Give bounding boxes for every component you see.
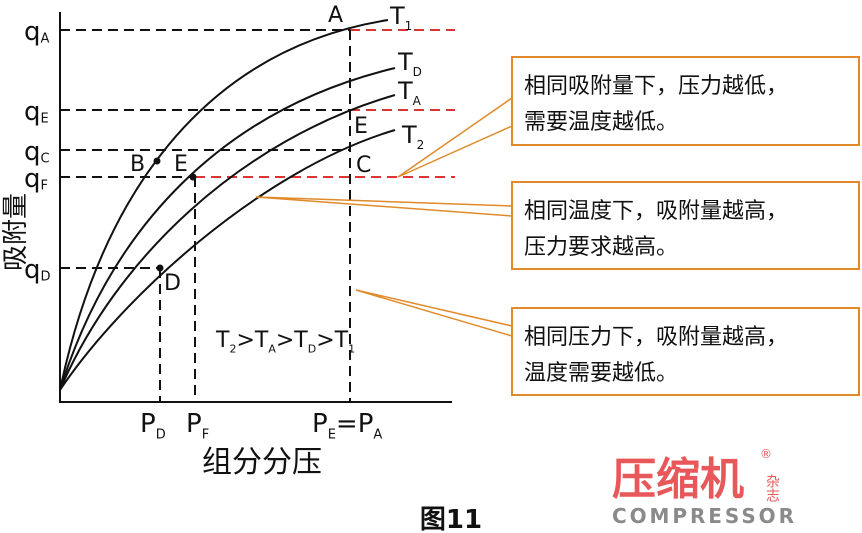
label-part: P	[186, 409, 202, 439]
label-part: q	[24, 137, 41, 167]
callout-box	[511, 181, 860, 270]
label-part: T	[401, 121, 417, 149]
point-label: E	[174, 152, 188, 177]
label-part: T	[397, 48, 413, 76]
label-part: 2	[229, 343, 236, 356]
label-part: A	[268, 343, 276, 356]
point-label: C	[356, 153, 371, 178]
curve	[59, 129, 396, 391]
label-part: T	[397, 77, 413, 105]
point-label: D	[164, 271, 181, 296]
y-tick-label: qA	[24, 17, 50, 47]
callout-box	[511, 307, 860, 396]
label-part: F	[202, 428, 209, 443]
pointer	[355, 289, 513, 337]
guides	[60, 29, 455, 402]
axes	[59, 12, 452, 403]
dots	[153, 157, 197, 272]
label-part: E	[41, 111, 49, 126]
label-part: A	[373, 428, 382, 443]
callout-pointers	[255, 97, 513, 337]
logo-magazine-text: 杂志	[764, 474, 780, 502]
curve	[59, 67, 396, 391]
callout-box	[511, 56, 860, 146]
label-part: T	[389, 2, 405, 30]
relation-label: T2>TA>TD>T1	[215, 328, 355, 356]
callout-text: 相同温度下，吸附量越高，	[524, 199, 788, 224]
callout-boxes	[511, 56, 860, 396]
logo-name: 压缩机	[612, 454, 744, 505]
logo-english: COMPRESSOR	[612, 504, 794, 528]
label-part: P	[312, 409, 328, 439]
callout-text: 压力要求越高。	[524, 235, 678, 260]
curve-label: TA	[397, 77, 422, 108]
point-label: E	[354, 114, 368, 139]
dot	[189, 173, 197, 181]
y-axis-label: 吸附量	[1, 193, 31, 271]
label-part: C	[41, 151, 50, 166]
pointer	[397, 97, 513, 178]
label-part: q	[24, 97, 41, 127]
callout-text: 相同吸附量下，压力越低，	[524, 74, 788, 99]
curve-label: T2	[401, 121, 424, 152]
label-part: q	[24, 164, 41, 194]
y-tick-label: qD	[24, 255, 51, 285]
x-tick-label: PF	[186, 409, 209, 443]
callout-text: 温度需要越低。	[524, 361, 678, 386]
label-part: q	[24, 255, 41, 285]
label-part: A	[41, 31, 50, 46]
label-part: q	[24, 17, 41, 47]
point-label: A	[328, 3, 343, 28]
label-part: T	[215, 328, 230, 353]
label-part: D	[413, 65, 422, 79]
label-part: 1	[405, 19, 413, 33]
label-part: A	[413, 94, 422, 108]
label-part: >T	[236, 328, 268, 353]
curve-label: TD	[397, 48, 422, 79]
callout-text: 相同压力下，吸附量越高，	[524, 325, 788, 350]
label-part: D	[156, 428, 166, 443]
point-label: B	[130, 152, 145, 177]
caption: 图11	[420, 505, 482, 533]
x-tick-label: PD	[140, 409, 166, 443]
y-tick-label: qF	[24, 164, 48, 194]
y-tick-label: qE	[24, 97, 49, 127]
logo-magazine: 杂志	[764, 474, 780, 502]
curve	[59, 19, 389, 391]
label-part: E	[328, 428, 336, 443]
label-part: F	[41, 178, 48, 193]
dot	[153, 157, 161, 165]
curves	[59, 19, 396, 391]
logo-mark: ®	[760, 447, 772, 461]
label-part: >T	[276, 328, 308, 353]
pointer	[255, 196, 513, 217]
x-tick-label: PE=PA	[312, 409, 382, 443]
dot	[156, 264, 164, 272]
label-part: D	[41, 269, 51, 284]
label-part: 1	[348, 343, 355, 356]
callout-text: 需要温度越低。	[524, 110, 678, 135]
label-part: P	[140, 409, 156, 439]
label-part: 2	[417, 138, 425, 152]
y-tick-label: qC	[24, 137, 50, 167]
x-axis-label: 组分分压	[202, 445, 322, 480]
label-part: >T	[316, 328, 348, 353]
curve	[59, 94, 396, 391]
curve-label: T1	[389, 2, 412, 33]
label-part: =P	[336, 409, 373, 439]
label-part: D	[308, 343, 316, 356]
